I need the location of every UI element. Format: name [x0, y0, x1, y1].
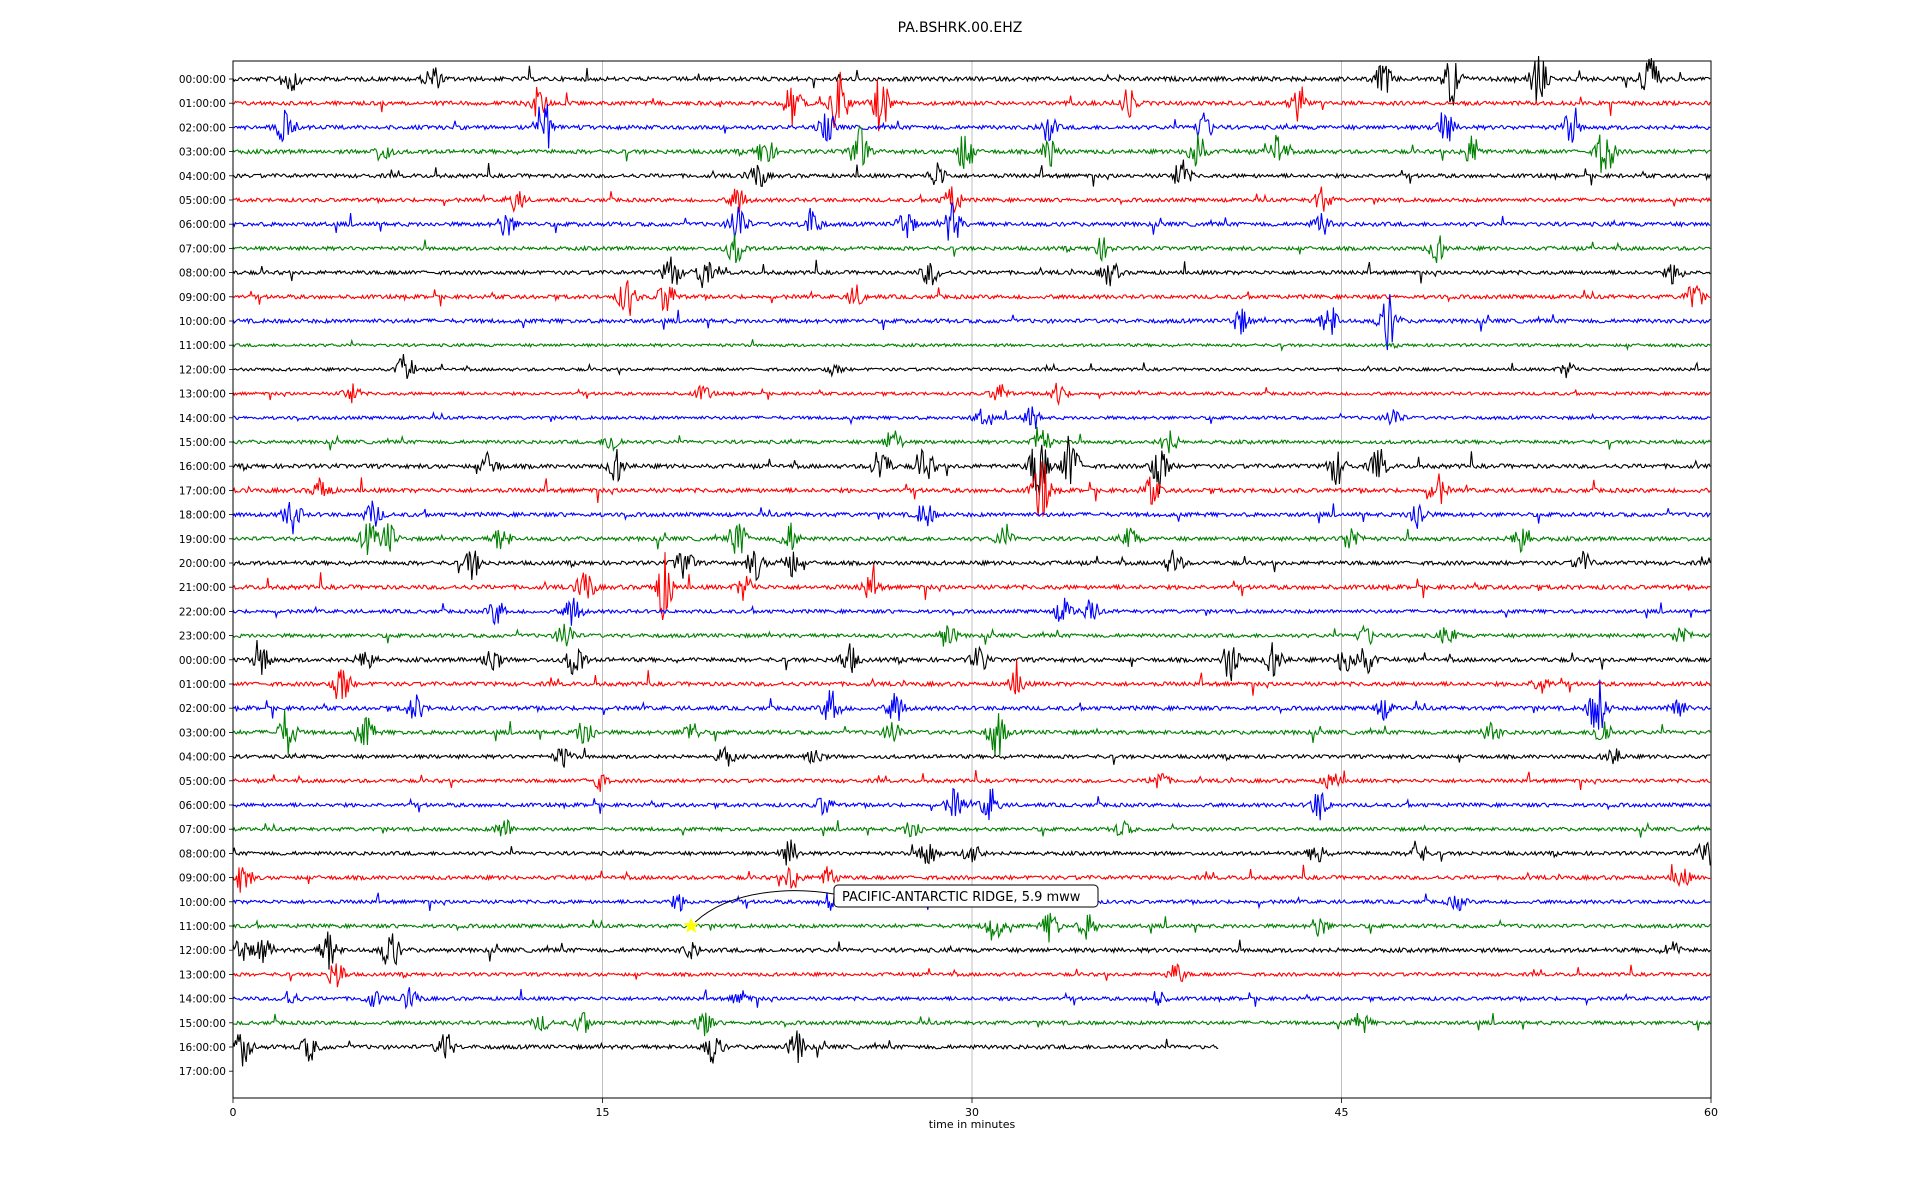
trace-row-40 [232, 1030, 1219, 1067]
y-tick-label-16: 16:00:00 [179, 461, 226, 473]
y-tick-label-17: 17:00:00 [179, 485, 226, 497]
y-tick-label-23: 23:00:00 [179, 631, 226, 643]
trace-row-39 [232, 1012, 1711, 1037]
trace-row-31 [232, 818, 1711, 838]
x-axis-label: time in minutes [928, 1118, 1016, 1131]
y-tick-label-18: 18:00:00 [179, 510, 226, 522]
y-tick-label-35: 11:00:00 [179, 921, 226, 933]
trace-row-29 [232, 770, 1711, 792]
x-tick-label-0: 0 [230, 1106, 237, 1119]
y-tick-label-30: 06:00:00 [179, 800, 226, 812]
trace-row-9 [232, 280, 1711, 316]
trace-row-11 [232, 338, 1711, 352]
y-tick-label-34: 10:00:00 [179, 897, 226, 909]
y-tick-label-8: 08:00:00 [179, 268, 226, 280]
trace-row-10 [232, 294, 1711, 351]
y-tick-label-14: 14:00:00 [179, 413, 226, 425]
annotation-arrow [694, 890, 835, 923]
trace-row-13 [232, 382, 1711, 407]
chart-title: PA.BSHRK.00.EHZ [897, 20, 1023, 36]
y-tick-label-4: 04:00:00 [179, 171, 226, 183]
trace-row-21 [232, 552, 1711, 621]
y-tick-label-38: 14:00:00 [179, 994, 226, 1006]
annotation-box [833, 884, 1099, 908]
y-tick-label-32: 08:00:00 [179, 848, 226, 860]
trace-row-7 [232, 232, 1711, 264]
trace-row-36 [232, 931, 1711, 970]
trace-row-23 [232, 623, 1711, 647]
trace-row-28 [232, 745, 1711, 768]
y-tick-label-7: 07:00:00 [179, 243, 226, 255]
trace-row-14 [232, 406, 1711, 430]
y-tick-label-41: 17:00:00 [179, 1066, 226, 1078]
trace-row-15 [232, 426, 1711, 454]
trace-row-27 [232, 710, 1711, 756]
trace-row-20 [232, 549, 1711, 582]
trace-row-1 [232, 71, 1711, 132]
trace-row-22 [232, 597, 1711, 626]
trace-row-2 [233, 103, 1711, 149]
y-tick-label-1: 01:00:00 [179, 98, 226, 110]
trace-row-26 [232, 679, 1711, 730]
y-tick-label-19: 19:00:00 [179, 534, 226, 546]
trace-row-35 [232, 912, 1711, 943]
trace-row-16 [232, 435, 1711, 496]
y-tick-label-9: 09:00:00 [179, 292, 226, 304]
trace-row-3 [232, 125, 1711, 173]
trace-row-33 [232, 864, 1711, 893]
y-tick-label-31: 07:00:00 [179, 824, 226, 836]
y-tick-label-10: 10:00:00 [179, 316, 226, 328]
y-tick-label-21: 21:00:00 [179, 582, 226, 594]
y-tick-label-3: 03:00:00 [179, 147, 226, 159]
x-tick-label-1: 15 [596, 1106, 610, 1119]
trace-group [232, 55, 1711, 1067]
y-tick-label-33: 09:00:00 [179, 873, 226, 885]
trace-row-4 [232, 159, 1711, 187]
y-tick-label-15: 15:00:00 [179, 437, 226, 449]
trace-row-24 [232, 640, 1711, 682]
y-tick-label-2: 02:00:00 [179, 122, 226, 134]
trace-row-32 [232, 839, 1711, 866]
y-tick-label-20: 20:00:00 [179, 558, 226, 570]
trace-row-38 [232, 987, 1711, 1010]
x-tick-label-3: 45 [1335, 1106, 1349, 1119]
trace-row-12 [232, 354, 1711, 379]
y-tick-label-36: 12:00:00 [179, 945, 226, 957]
y-tick-label-5: 05:00:00 [179, 195, 226, 207]
event-star-marker [683, 917, 700, 933]
trace-row-18 [232, 500, 1711, 535]
trace-row-30 [232, 787, 1711, 821]
x-tick-label-2: 30 [965, 1106, 979, 1119]
trace-row-19 [232, 522, 1711, 555]
y-axis: 00:00:00 01:00:00 02:00:00 03:00:00 04:00:00… [179, 74, 233, 1078]
y-tick-label-6: 06:00:00 [179, 219, 226, 231]
annotation-text: PACIFIC-ANTARCTIC RIDGE, 5.9 mww [842, 890, 1081, 905]
trace-row-25 [232, 659, 1711, 700]
trace-row-37 [232, 963, 1711, 988]
y-tick-label-13: 13:00:00 [179, 389, 226, 401]
y-tick-label-11: 11:00:00 [179, 340, 226, 352]
trace-row-8 [232, 256, 1711, 289]
y-tick-label-12: 12:00:00 [179, 364, 226, 376]
x-axis: 0 15 30 45 60 [230, 1098, 1718, 1119]
y-tick-label-26: 02:00:00 [179, 703, 226, 715]
y-tick-label-24: 00:00:00 [179, 655, 226, 667]
y-tick-label-37: 13:00:00 [179, 969, 226, 981]
y-tick-label-27: 03:00:00 [179, 727, 226, 739]
y-tick-label-39: 15:00:00 [179, 1018, 226, 1030]
trace-row-6 [232, 202, 1711, 241]
y-tick-label-25: 01:00:00 [179, 679, 226, 691]
trace-row-0 [232, 55, 1711, 106]
y-tick-label-0: 00:00:00 [179, 74, 226, 86]
y-tick-label-29: 05:00:00 [179, 776, 226, 788]
y-tick-label-28: 04:00:00 [179, 752, 226, 764]
x-tick-label-4: 60 [1704, 1106, 1718, 1119]
y-tick-label-40: 16:00:00 [179, 1042, 226, 1054]
trace-row-17 [232, 461, 1711, 518]
y-tick-label-22: 22:00:00 [179, 606, 226, 618]
trace-row-5 [233, 186, 1711, 214]
grid-lines [602, 61, 1342, 1098]
event-annotation: PACIFIC-ANTARCTIC RIDGE, 5.9 mww [683, 884, 1099, 933]
